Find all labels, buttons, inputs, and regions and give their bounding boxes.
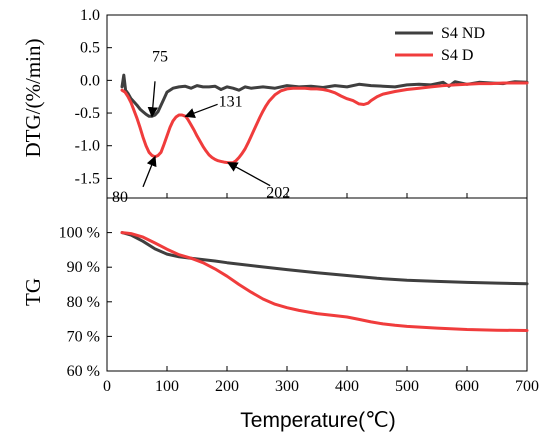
x-tick-label: 200 xyxy=(215,378,239,395)
bottom-series-line-s4-nd xyxy=(120,231,529,286)
top-y-tick-label: 0.0 xyxy=(80,72,100,89)
top-series-line-s4-nd xyxy=(120,73,529,118)
bottom-y-tick-label: 70 % xyxy=(67,328,100,345)
annotation-arrow xyxy=(227,162,271,187)
bottom-panel-tg: 60 % 70 % 80 % 90 % 100 % 0 100 200 300 400 500 600… xyxy=(59,197,539,395)
bottom-y-tick-label: 80 % xyxy=(67,294,100,311)
top-y-tick-label: -0.5 xyxy=(75,105,100,122)
bottom-series-line-s4-d xyxy=(120,231,529,332)
bottom-y-tick-label: 60 % xyxy=(67,363,100,380)
legend-label: S4 D xyxy=(441,47,473,64)
top-y-tick-label: -1.0 xyxy=(75,138,100,155)
top-y-tick-label: 0.5 xyxy=(80,40,100,57)
annotation-label: 202 xyxy=(266,185,290,202)
x-tick-label: 0 xyxy=(103,378,111,395)
annotation-label: 131 xyxy=(219,93,243,110)
x-tick-label: 500 xyxy=(395,378,419,395)
x-axis-title: Temperature(℃) xyxy=(240,409,395,432)
annotation-arrow xyxy=(142,155,157,188)
bottom-y-tick-label: 100 % xyxy=(59,225,100,242)
bottom-y-tick-label: 90 % xyxy=(67,259,100,276)
annotation-label: 75 xyxy=(152,48,168,65)
x-tick-label: 300 xyxy=(275,378,299,395)
bottom-plot-frame xyxy=(106,197,528,372)
x-tick-label: 400 xyxy=(335,378,359,395)
top-y-tick-label: 1.0 xyxy=(80,7,100,24)
legend-label: S4 ND xyxy=(441,25,485,42)
top-panel-dtg: 1.0 0.5 0.0 -0.5 -1.0 -1.5 75 80 131 202 xyxy=(75,7,529,206)
x-tick-label: 700 xyxy=(515,378,539,395)
annotation-arrow xyxy=(147,81,158,118)
top-plot-frame xyxy=(106,14,528,199)
top-y-axis-title: DTG/(%/min) xyxy=(21,39,45,158)
top-y-tick-label: -1.5 xyxy=(75,170,100,187)
annotation-arrow xyxy=(184,103,218,118)
top-series-line-s4-d xyxy=(120,81,529,165)
x-tick-label: 600 xyxy=(455,378,479,395)
bottom-y-axis-title: TG xyxy=(21,278,45,306)
annotation-label: 80 xyxy=(112,189,128,206)
x-tick-label: 100 xyxy=(155,378,179,395)
legend: S4 ND S4 D xyxy=(395,25,485,64)
